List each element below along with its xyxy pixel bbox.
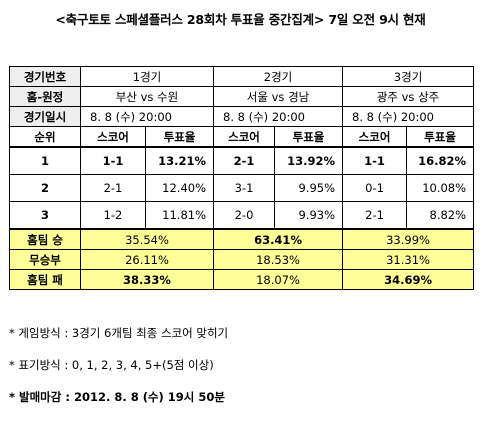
- rate-cell: 11.81%: [144, 201, 215, 230]
- match-1-header: 1경기: [79, 66, 215, 87]
- result-value: 35.54%: [79, 228, 215, 250]
- score-cell: 2-1: [342, 201, 408, 230]
- col-header-rate: 투표율: [274, 126, 344, 148]
- match-2-teams: 서울 vs 경남: [213, 86, 344, 107]
- result-label: 홈팀 승: [9, 228, 81, 250]
- note-notation: * 표기방식 : 0, 1, 2, 3, 4, 5+(5점 이상): [9, 358, 214, 372]
- col-header-rank: 순위: [9, 126, 81, 148]
- result-value: 34.69%: [342, 269, 475, 290]
- rate-cell: 13.21%: [144, 146, 215, 175]
- note-game-method: * 게임방식 : 3경기 6개팀 최종 스코어 맞히기: [9, 326, 229, 340]
- teams-row: 홈-원정 부산 vs 수원 서울 vs 경남 광주 vs 상주: [9, 86, 475, 107]
- rate-cell: 12.40%: [144, 174, 215, 202]
- page-title: <축구토토 스페셜플러스 28회차 투표율 중간집계> 7일 오전 9시 현재: [55, 12, 426, 27]
- col-header-rate: 투표율: [406, 126, 475, 148]
- note-sales-deadline: * 발매마감 : 2012. 8. 8 (수) 19시 50분: [9, 390, 225, 404]
- score-cell: 2-1: [213, 146, 276, 175]
- match-1-teams: 부산 vs 수원: [79, 86, 215, 107]
- rate-cell: 9.93%: [274, 201, 344, 230]
- column-header-row: 순위 스코어 투표율 스코어 투표율 스코어 투표율: [9, 126, 475, 148]
- result-value: 31.31%: [342, 249, 475, 270]
- score-cell: 1-2: [80, 201, 146, 230]
- rank-cell: 3: [9, 201, 81, 230]
- result-value: 18.07%: [213, 269, 344, 290]
- rank-cell: 1: [9, 146, 81, 175]
- result-value: 18.53%: [213, 249, 344, 270]
- score-cell: 3-1: [213, 174, 276, 202]
- score-cell: 0-1: [342, 174, 408, 202]
- header-label: 경기일시: [9, 106, 81, 127]
- result-label: 홈팀 패: [9, 269, 81, 290]
- score-cell: 1-1: [342, 146, 408, 175]
- match-2-date: 8. 8 (수) 20:00: [213, 106, 344, 127]
- result-row-home-loss: 홈팀 패 38.33% 18.07% 34.69%: [9, 269, 475, 290]
- result-label: 무승부: [9, 249, 81, 270]
- result-value: 63.41%: [213, 228, 344, 250]
- match-3-teams: 광주 vs 상주: [342, 86, 475, 107]
- col-header-score: 스코어: [80, 126, 146, 148]
- match-1-date: 8. 8 (수) 20:00: [79, 106, 215, 127]
- vote-rate-table: 경기번호 1경기 2경기 3경기 홈-원정 부산 vs 수원 서울 vs 경남 …: [9, 66, 475, 290]
- rate-cell: 16.82%: [406, 146, 475, 175]
- result-value: 38.33%: [79, 269, 215, 290]
- rate-cell: 9.95%: [274, 174, 344, 202]
- match-number-row: 경기번호 1경기 2경기 3경기: [9, 66, 475, 87]
- score-cell: 2-1: [80, 174, 146, 202]
- col-header-score: 스코어: [213, 126, 276, 148]
- date-row: 경기일시 8. 8 (수) 20:00 8. 8 (수) 20:00 8. 8 …: [9, 106, 475, 127]
- header-label: 경기번호: [9, 66, 81, 87]
- rank-cell: 2: [9, 174, 81, 202]
- match-2-header: 2경기: [213, 66, 344, 87]
- score-cell: 2-0: [213, 201, 276, 230]
- result-value: 33.99%: [342, 228, 475, 250]
- table-row: 1 1-1 13.21% 2-1 13.92% 1-1 16.82%: [9, 146, 475, 175]
- col-header-score: 스코어: [342, 126, 408, 148]
- match-3-header: 3경기: [342, 66, 475, 87]
- rate-cell: 10.08%: [406, 174, 475, 202]
- match-3-date: 8. 8 (수) 20:00: [342, 106, 475, 127]
- table-row: 3 1-2 11.81% 2-0 9.93% 2-1 8.82%: [9, 201, 475, 230]
- col-header-rate: 투표율: [144, 126, 215, 148]
- header-label: 홈-원정: [9, 86, 81, 107]
- table-row: 2 2-1 12.40% 3-1 9.95% 0-1 10.08%: [9, 174, 475, 202]
- rate-cell: 13.92%: [274, 146, 344, 175]
- result-row-draw: 무승부 26.11% 18.53% 31.31%: [9, 249, 475, 270]
- rate-cell: 8.82%: [406, 201, 475, 230]
- result-value: 26.11%: [79, 249, 215, 270]
- score-cell: 1-1: [80, 146, 146, 175]
- notes-list: * 게임방식 : 3경기 6개팀 최종 스코어 맞히기 * 표기방식 : 0, …: [9, 325, 228, 421]
- result-row-home-win: 홈팀 승 35.54% 63.41% 33.99%: [9, 228, 475, 250]
